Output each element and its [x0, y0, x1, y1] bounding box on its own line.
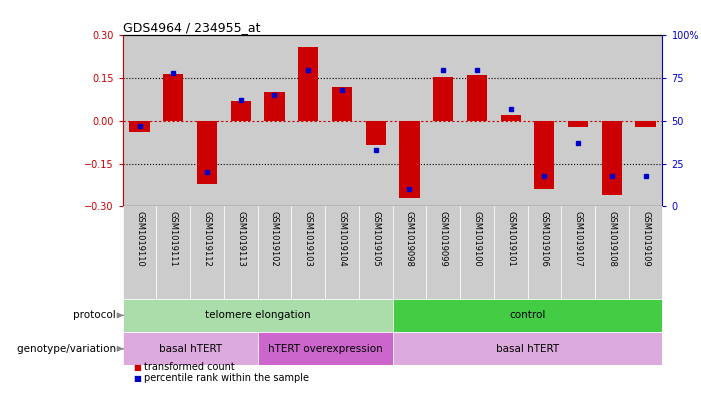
Bar: [123, 206, 156, 299]
Bar: [562, 206, 595, 299]
Bar: [568, 121, 588, 127]
Bar: [156, 35, 190, 206]
Bar: [494, 35, 528, 206]
Bar: [359, 206, 393, 299]
Text: protocol: protocol: [73, 310, 119, 320]
Bar: [292, 206, 325, 299]
Bar: [298, 47, 318, 121]
Text: GSM1019112: GSM1019112: [203, 211, 212, 267]
Bar: [258, 332, 393, 365]
Text: transformed count: transformed count: [144, 362, 234, 373]
Text: GSM1019108: GSM1019108: [607, 211, 616, 267]
Bar: [163, 74, 184, 121]
Bar: [433, 77, 454, 121]
Text: hTERT overexpression: hTERT overexpression: [268, 344, 383, 354]
Text: basal hTERT: basal hTERT: [158, 344, 222, 354]
Bar: [224, 35, 258, 206]
Bar: [595, 206, 629, 299]
Text: GSM1019102: GSM1019102: [270, 211, 279, 267]
Bar: [501, 115, 521, 121]
Bar: [123, 35, 156, 206]
Text: GSM1019104: GSM1019104: [337, 211, 346, 267]
Text: GSM1019098: GSM1019098: [405, 211, 414, 267]
Bar: [123, 299, 393, 332]
Bar: [629, 35, 662, 206]
Bar: [359, 35, 393, 206]
Text: basal hTERT: basal hTERT: [496, 344, 559, 354]
Text: control: control: [510, 310, 545, 320]
Text: GSM1019099: GSM1019099: [439, 211, 448, 267]
Text: GSM1019107: GSM1019107: [573, 211, 583, 267]
Bar: [426, 35, 460, 206]
Bar: [292, 35, 325, 206]
Text: genotype/variation: genotype/variation: [17, 344, 119, 354]
Bar: [190, 206, 224, 299]
Bar: [325, 35, 359, 206]
Text: GSM1019105: GSM1019105: [372, 211, 380, 267]
Bar: [629, 206, 662, 299]
Bar: [562, 35, 595, 206]
Text: ■: ■: [133, 363, 141, 372]
Bar: [393, 35, 426, 206]
Bar: [264, 92, 285, 121]
Text: GDS4964 / 234955_at: GDS4964 / 234955_at: [123, 21, 260, 34]
Bar: [528, 35, 562, 206]
Bar: [258, 35, 292, 206]
Bar: [400, 121, 419, 198]
Bar: [130, 121, 150, 132]
Bar: [123, 332, 258, 365]
Text: GSM1019111: GSM1019111: [169, 211, 178, 267]
Text: telomere elongation: telomere elongation: [205, 310, 311, 320]
Text: percentile rank within the sample: percentile rank within the sample: [144, 373, 308, 384]
Bar: [325, 206, 359, 299]
Bar: [156, 206, 190, 299]
Text: GSM1019113: GSM1019113: [236, 211, 245, 267]
Bar: [460, 35, 494, 206]
Bar: [393, 299, 662, 332]
Bar: [332, 87, 352, 121]
Bar: [528, 206, 562, 299]
Bar: [494, 206, 528, 299]
Bar: [231, 101, 251, 121]
Text: GSM1019103: GSM1019103: [304, 211, 313, 267]
Text: GSM1019101: GSM1019101: [506, 211, 515, 267]
Bar: [460, 206, 494, 299]
Bar: [258, 206, 292, 299]
Text: GSM1019100: GSM1019100: [472, 211, 482, 267]
Bar: [224, 206, 258, 299]
Bar: [393, 206, 426, 299]
Bar: [595, 35, 629, 206]
Text: GSM1019110: GSM1019110: [135, 211, 144, 267]
Bar: [534, 121, 554, 189]
Text: ■: ■: [133, 374, 141, 383]
Bar: [190, 35, 224, 206]
Bar: [636, 121, 655, 127]
Bar: [467, 75, 487, 121]
Bar: [393, 332, 662, 365]
Text: GSM1019109: GSM1019109: [641, 211, 650, 267]
Bar: [601, 121, 622, 195]
Bar: [197, 121, 217, 184]
Bar: [426, 206, 460, 299]
Bar: [366, 121, 386, 145]
Text: GSM1019106: GSM1019106: [540, 211, 549, 267]
